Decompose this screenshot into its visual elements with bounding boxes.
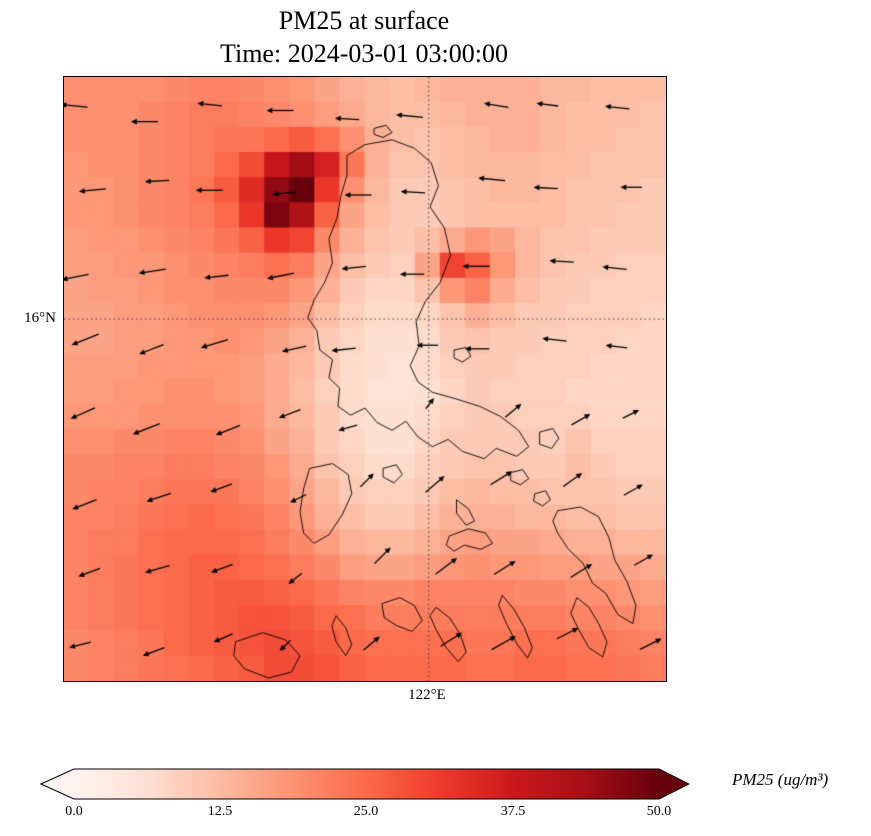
map-plot-area: [63, 76, 667, 682]
colorbar-tick-label: 12.5: [207, 804, 233, 819]
title-block: PM25 at surface Time: 2024-03-01 03:00:0…: [63, 4, 665, 71]
chart-subtitle: Time: 2024-03-01 03:00:00: [220, 39, 508, 69]
colorbar-tick-label: 37.5: [500, 804, 526, 819]
colorbar-tick-label: 0.0: [65, 804, 83, 819]
colorbar-tick-label: 25.0: [353, 804, 379, 819]
x-axis-tick-label: 122°E: [408, 687, 446, 703]
colorbar-extend-shape: [39, 768, 691, 800]
colorbar: [39, 768, 691, 800]
colorbar-label: PM25 (ug/m³): [732, 770, 829, 789]
map-canvas: [64, 77, 666, 681]
chart-title: PM25 at surface: [278, 6, 450, 35]
y-axis-tick-label: 16°N: [24, 310, 56, 326]
colorbar-gradient-bar: [39, 768, 691, 800]
colorbar-tick-label: 50.0: [646, 804, 672, 819]
